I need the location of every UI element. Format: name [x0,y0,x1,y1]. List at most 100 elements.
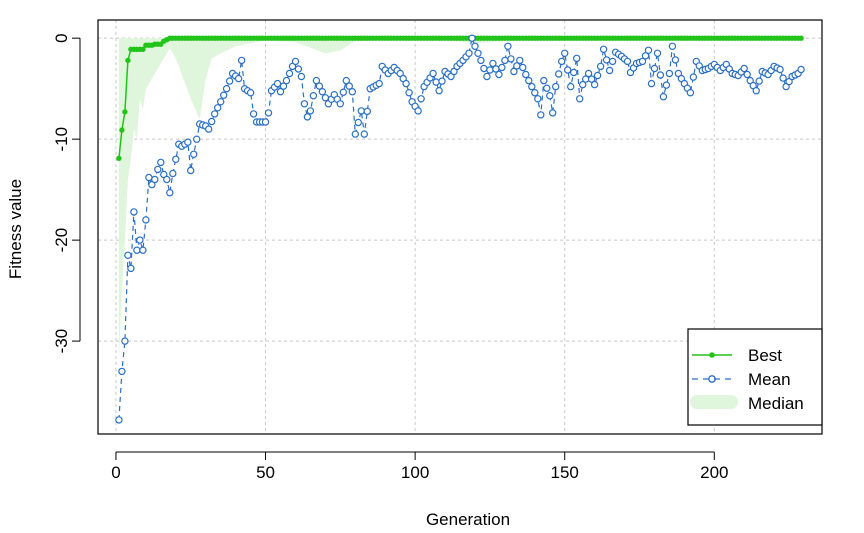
mean-point [273,79,282,88]
mean-point [755,77,763,85]
mean-point [653,49,662,58]
mean-point [435,86,443,95]
x-tick-label: 200 [700,463,728,482]
mean-point [121,337,129,345]
mean-point [659,92,668,101]
mean-point [570,68,578,77]
mean-point [405,88,413,97]
mean-point [186,166,195,175]
legend-median-swatch [690,395,738,409]
mean-point [483,72,491,81]
mean-point [650,64,659,73]
legend-mean-marker [708,375,716,383]
mean-point [354,118,362,127]
mean-point [522,70,530,79]
mean-point [605,66,614,75]
mean-point [779,74,787,82]
mean-point [743,70,751,79]
mean-point [501,56,509,65]
mean-point [558,57,566,66]
mean-point [210,110,219,118]
mean-point [300,100,309,108]
mean-point [189,150,198,158]
legend-mean-label: Mean [748,370,791,389]
mean-point [516,56,524,65]
mean-point [797,65,805,74]
mean-point [564,66,572,74]
mean-point [315,82,324,90]
mean-point [498,63,506,72]
axes: 0 50 100 150 200 0 -10 -20 -30 [52,33,728,482]
mean-point [166,188,174,197]
mean-point [264,109,273,117]
mean-point [432,78,440,86]
mean-point [357,107,365,115]
mean-point [279,82,288,90]
mean-point [127,264,135,273]
mean-point [495,70,503,79]
mean-point [219,91,228,99]
mean-point [339,88,347,96]
mean-point [552,82,560,91]
y-tick-label: 0 [52,33,71,42]
mean-point [360,130,368,138]
legend-best-label: Best [748,346,782,365]
x-axis-title: Generation [426,510,510,529]
mean-point [504,42,512,51]
mean-point [689,73,698,81]
mean-point [561,49,569,58]
y-tick-label: -10 [52,127,71,152]
mean-point [576,95,584,103]
mean-point [342,76,350,85]
mean-point [157,158,165,167]
mean-point [285,69,294,78]
mean-point [237,56,246,65]
mean-point [644,46,653,55]
mean-point [507,55,515,63]
mean-point [142,216,150,224]
mean-point [486,66,494,74]
mean-point [776,65,784,74]
mean-point [207,117,216,126]
mean-point [184,138,192,146]
mean-point [668,42,677,51]
mean-point [474,49,482,58]
mean-point [312,76,321,85]
best-point [119,127,125,133]
mean-point [656,71,665,79]
mean-point [510,67,518,76]
mean-point [249,110,258,118]
mean-point [596,62,605,71]
mean-point [115,416,123,424]
mean-point [540,76,548,85]
mean-point [525,76,533,85]
mean-point [139,246,147,254]
mean-point [154,165,162,174]
mean-point [345,82,353,90]
x-tick-label: 100 [401,463,429,482]
legend-median-label: Median [748,394,804,413]
mean-point [276,87,285,96]
mean-point [163,175,171,184]
x-tick-label: 50 [256,463,275,482]
mean-point [638,57,647,66]
best-point [116,155,122,161]
mean-point [641,52,650,60]
mean-point [519,63,527,72]
mean-point [543,84,551,92]
mean-point [602,56,611,64]
mean-point [465,49,473,58]
mean-point [261,118,270,126]
mean-point [145,173,153,182]
mean-point [471,42,479,51]
x-tick-label: 0 [111,463,120,482]
mean-point [438,77,446,85]
mean-point [151,175,159,184]
mean-point [531,88,539,97]
legend-best-marker [709,352,715,358]
mean-point [124,251,132,259]
mean-point [686,88,695,97]
mean-point [537,111,545,119]
mean-point [662,81,671,89]
